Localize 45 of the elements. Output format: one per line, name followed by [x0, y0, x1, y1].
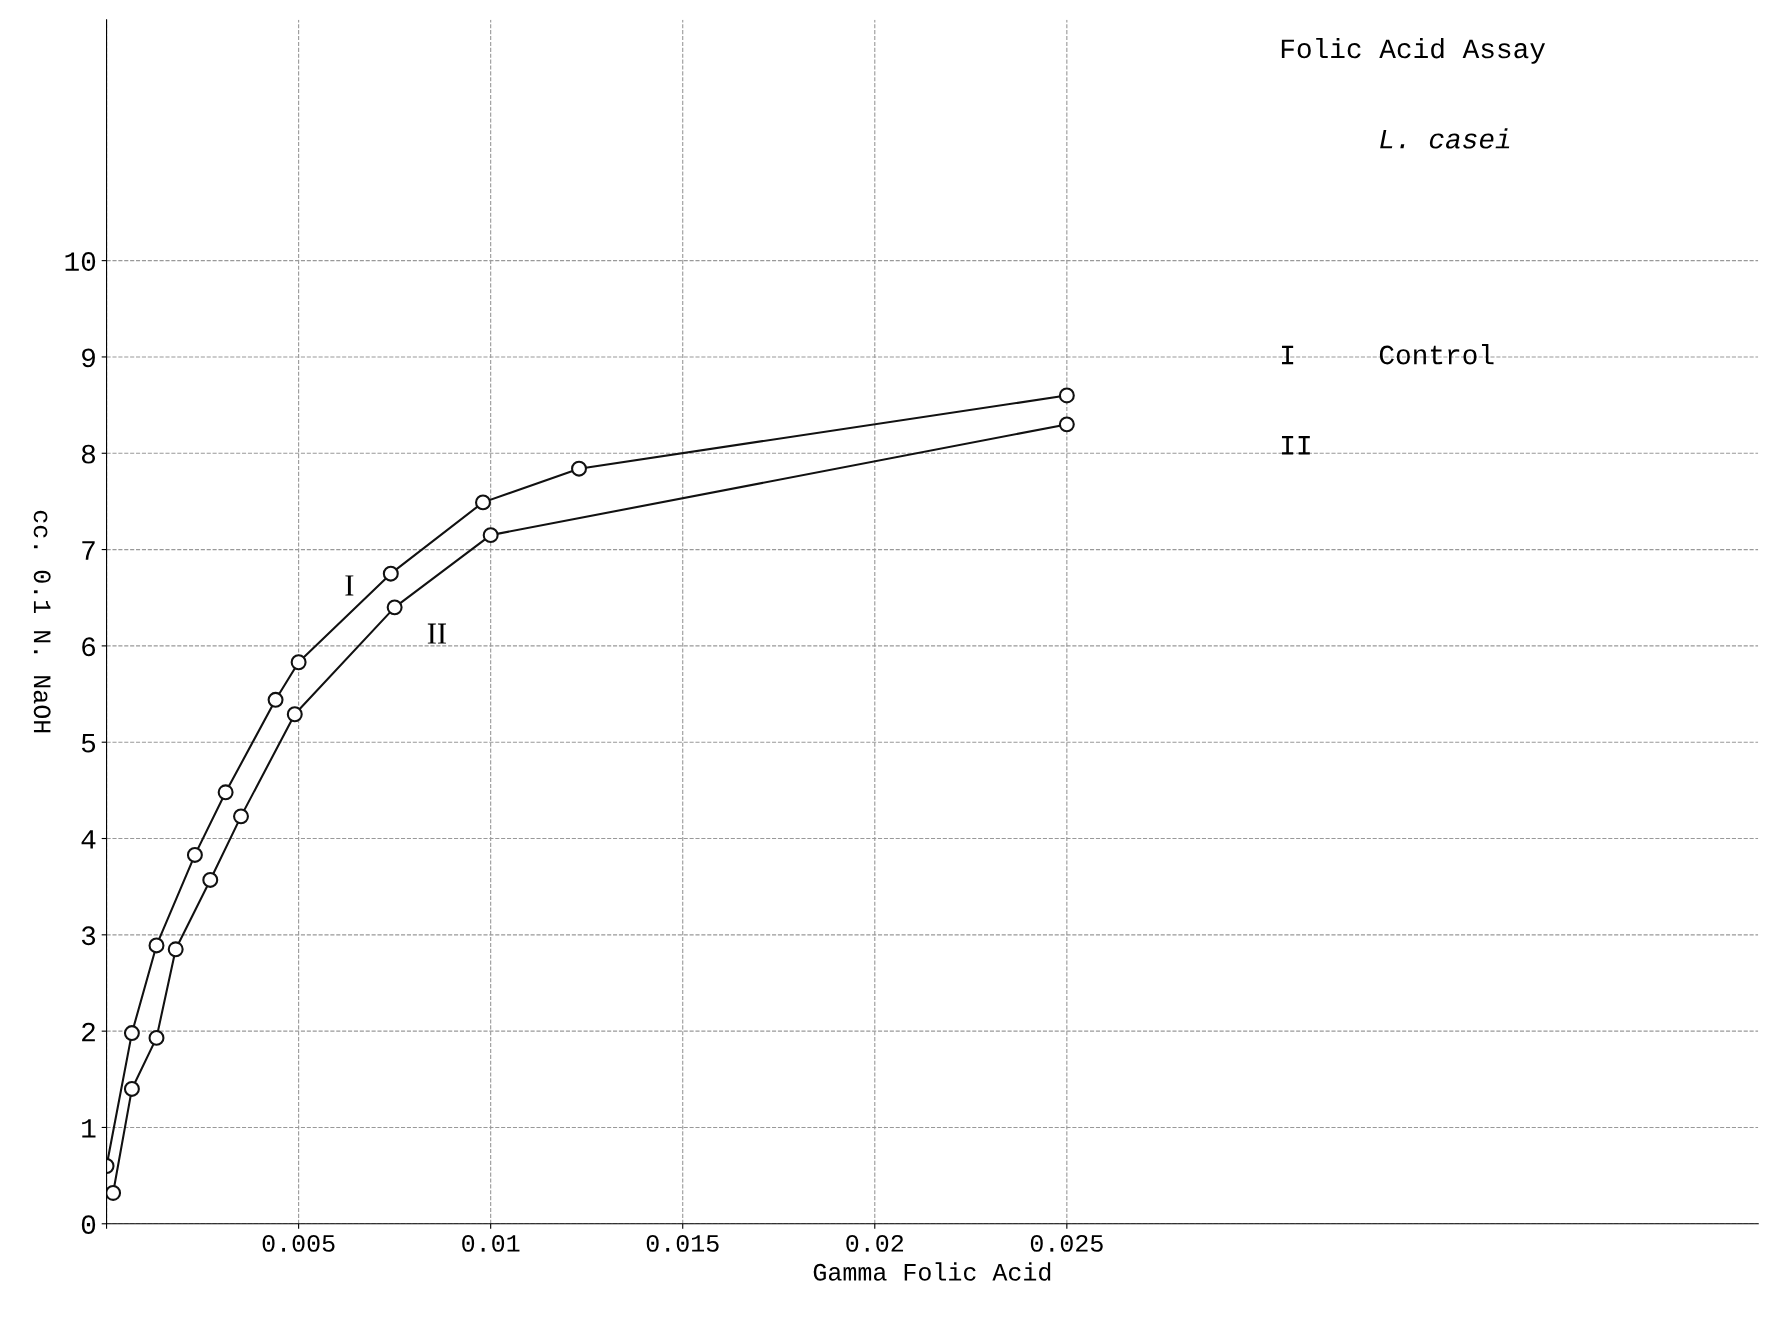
- y-tick-label: 9: [82, 348, 95, 368]
- x-tick-label: 0.02: [846, 1234, 904, 1252]
- y-tick-label: 0: [81, 1215, 96, 1235]
- point: [267, 691, 284, 708]
- y-tick-label: 4: [81, 830, 96, 849]
- annotation: I: [345, 575, 354, 596]
- y-tick-label: 1: [82, 1119, 96, 1138]
- text: L. casei: [1380, 128, 1510, 149]
- y-tick-label: 5: [81, 733, 96, 753]
- y-tick-label: 10: [65, 252, 96, 271]
- point: [167, 941, 184, 958]
- point: [202, 871, 219, 888]
- point: [148, 937, 165, 954]
- point: [148, 1029, 165, 1046]
- x-tick-label: 0.025: [1030, 1234, 1103, 1252]
- y-tick-label: 3: [81, 926, 96, 946]
- point: [290, 654, 307, 671]
- y-tick-label: 8: [81, 444, 96, 464]
- annotation: II: [427, 623, 446, 644]
- annotation: II: [1281, 436, 1310, 455]
- annotation: I: [1281, 345, 1294, 365]
- point: [1058, 387, 1075, 404]
- y-tick-label: 6: [82, 637, 96, 657]
- point: [386, 599, 403, 616]
- x-tick-label: 0.015: [646, 1234, 719, 1252]
- x-tick-label: 0.005: [262, 1234, 335, 1252]
- point: [1058, 416, 1075, 433]
- x-axis-title: Gamma Folic Acid: [813, 1262, 1051, 1281]
- point: [382, 565, 399, 582]
- point: [123, 1080, 140, 1097]
- x-tick-label: 0.01: [462, 1234, 520, 1252]
- text: Folic Acid Assay: [1281, 37, 1546, 64]
- point: [233, 808, 249, 825]
- point: [475, 494, 491, 511]
- point: [482, 527, 499, 544]
- point: [286, 706, 303, 723]
- point: [123, 1025, 140, 1042]
- y-tick-label: 2: [82, 1022, 95, 1042]
- point: [571, 460, 587, 477]
- point: [217, 784, 234, 801]
- y-axis-title: cc. 0.1 N. NaOH: [33, 510, 51, 733]
- point: [186, 846, 203, 863]
- point: [106, 1184, 122, 1201]
- y-tick-label: 7: [82, 541, 95, 560]
- annotation: Control: [1379, 344, 1494, 365]
